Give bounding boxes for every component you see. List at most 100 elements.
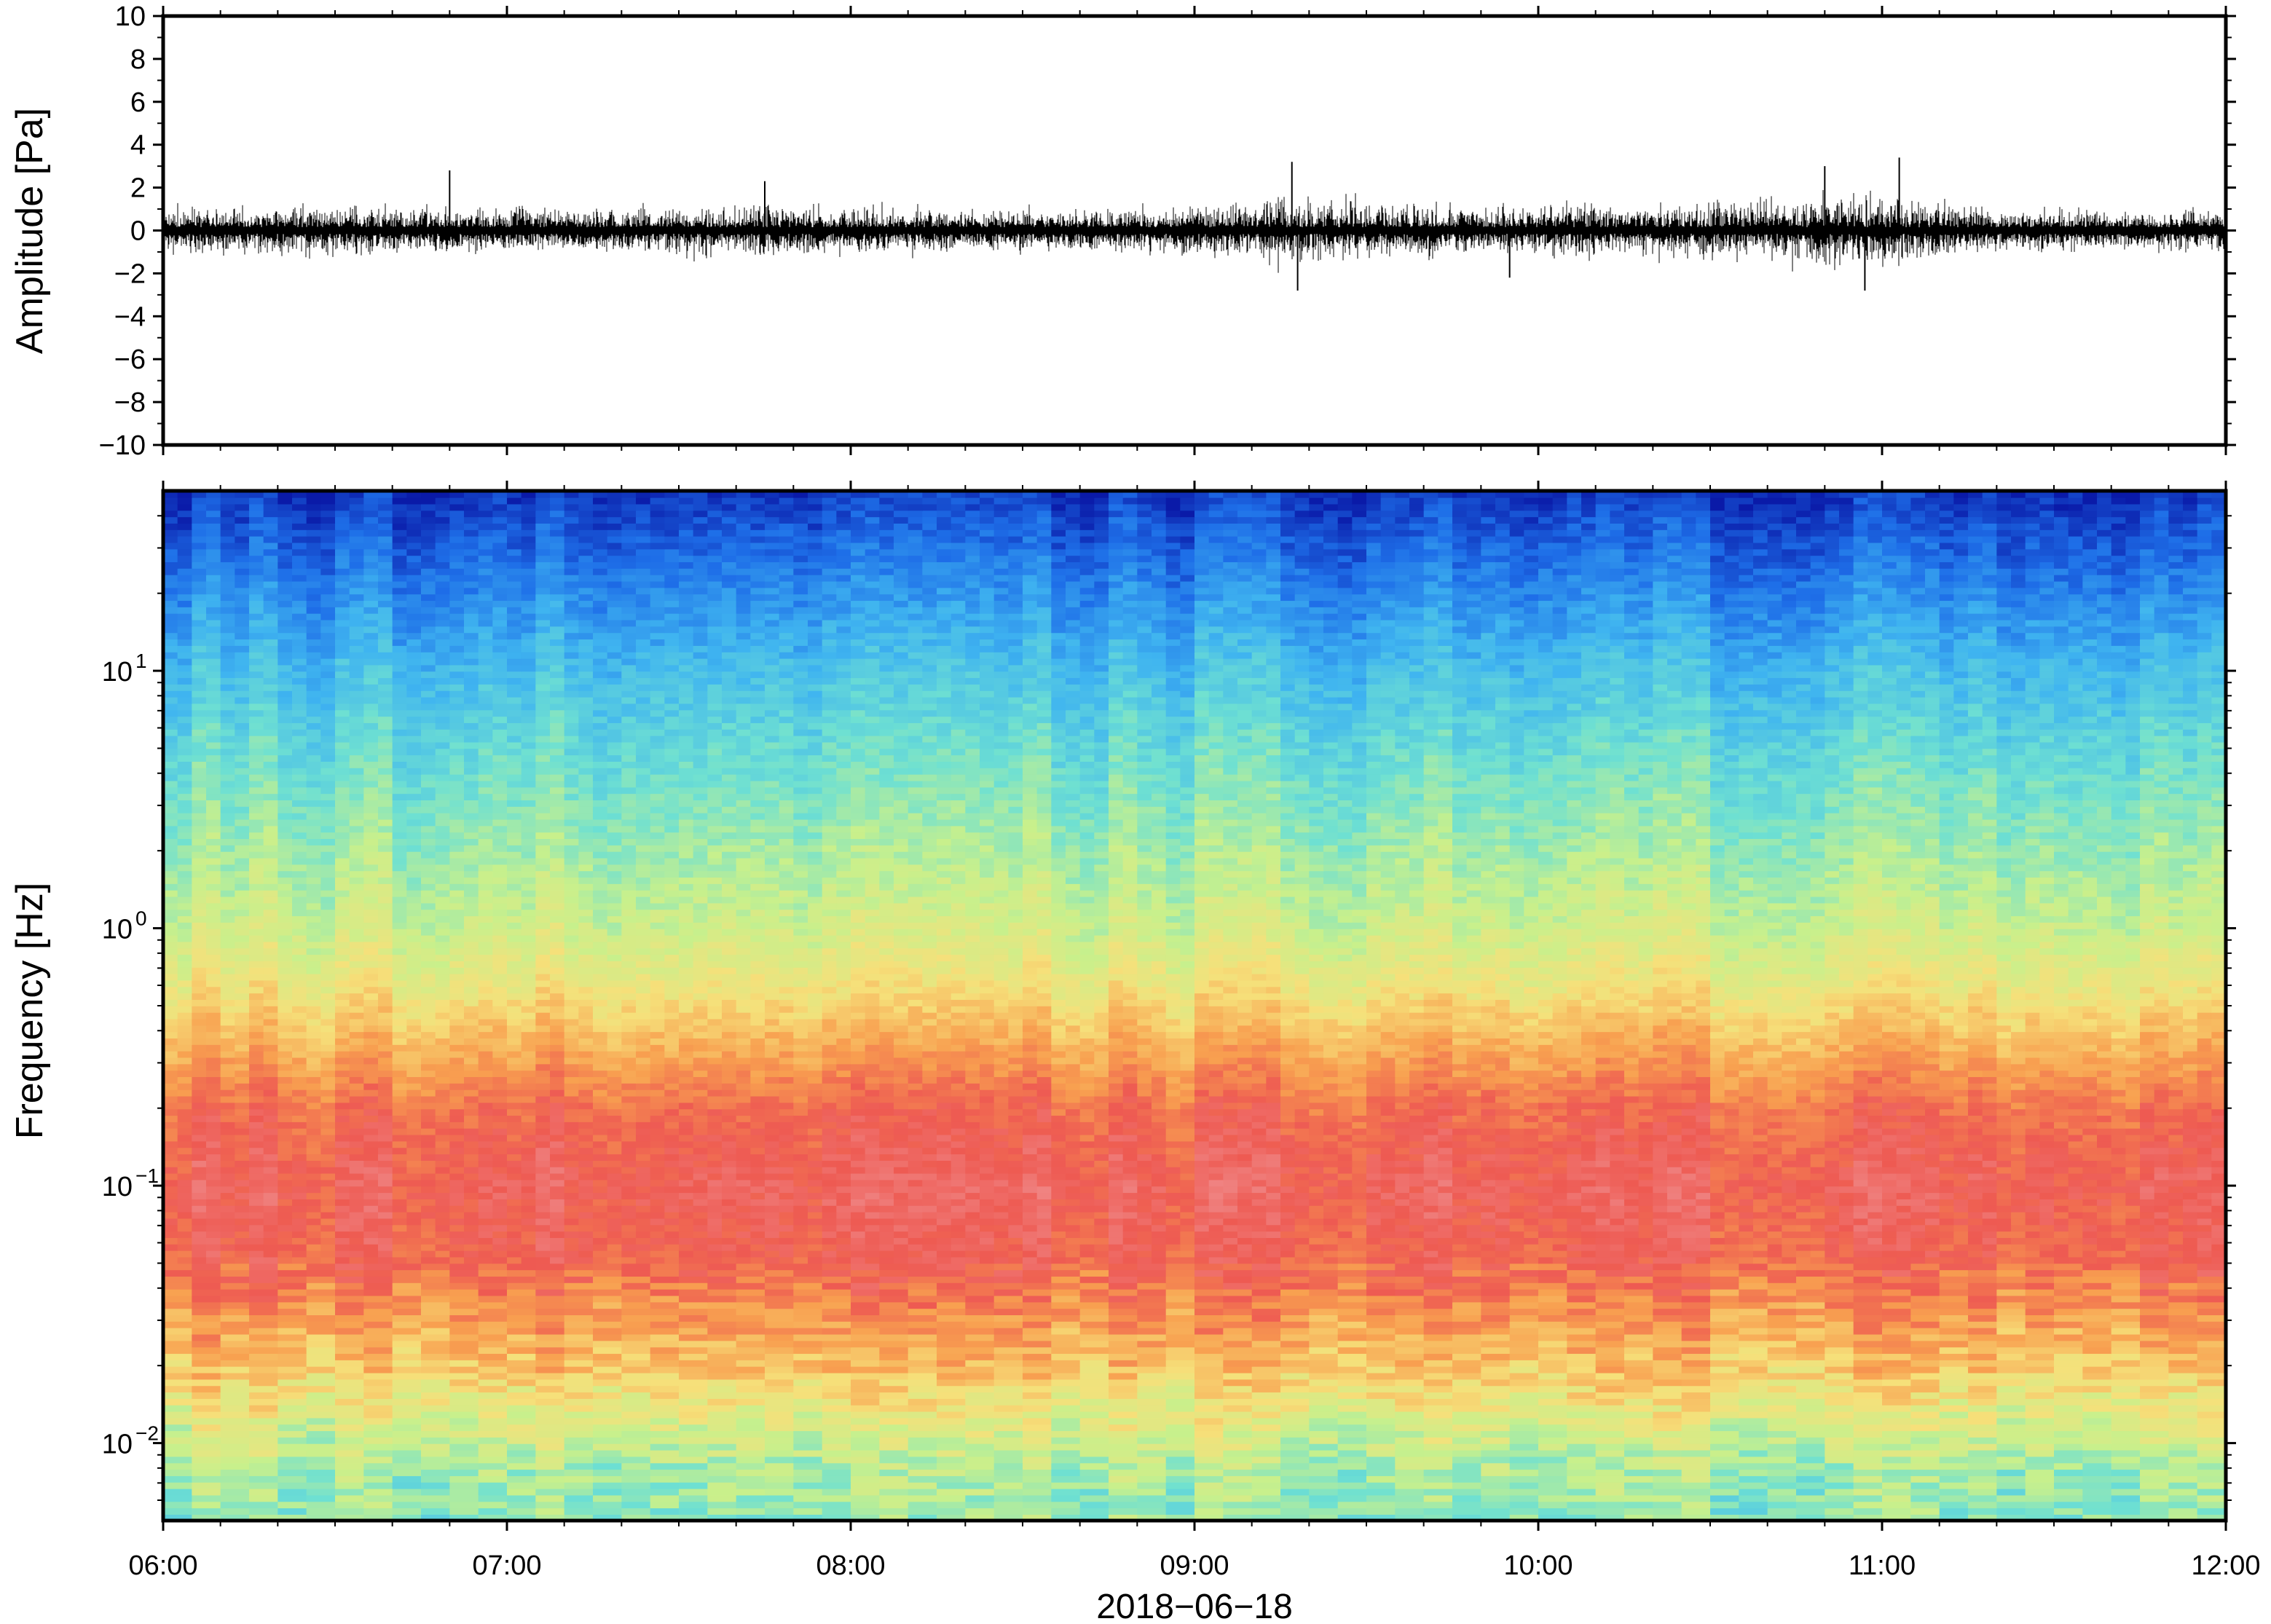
spectrogram-cell: [1681, 1231, 1697, 1238]
spectrogram-cell: [1796, 1365, 1826, 1373]
spectrogram-cell: [1481, 1295, 1511, 1303]
spectrogram-cell: [1481, 1398, 1511, 1406]
spectrogram-cell: [1882, 1501, 1912, 1509]
spectrogram-cell: [1910, 1276, 1940, 1283]
spectrogram-cell: [1165, 1360, 1195, 1367]
spectrogram-cell: [2025, 1327, 2055, 1335]
spectrogram-cell: [621, 1231, 637, 1238]
spectrogram-cell: [1538, 1243, 1554, 1251]
spectrogram-cell: [335, 1243, 350, 1251]
spectrogram-cell: [1165, 1263, 1195, 1271]
spectrogram-cell: [765, 1308, 795, 1315]
spectrogram-cell: [2197, 1347, 2226, 1355]
spectrogram-cell: [1495, 1192, 1511, 1199]
spectrogram-cell: [1825, 1475, 1854, 1483]
spectrogram-cell: [822, 1314, 851, 1322]
spectrogram-cell: [1337, 1385, 1367, 1393]
spectrogram-cell: [736, 1288, 765, 1296]
spectrogram-cell: [1567, 1494, 1597, 1502]
spectrogram-cell: [1739, 1462, 1768, 1470]
spectrogram-cell: [1653, 1456, 1682, 1464]
spectrogram-cell: [1122, 1211, 1138, 1219]
spectrogram-cell: [163, 1404, 193, 1412]
spectrogram-cell: [808, 1199, 823, 1206]
spectrogram-cell: [1796, 1360, 1826, 1367]
spectrogram-cell: [1337, 1347, 1367, 1355]
spectrogram-cell: [335, 1365, 365, 1373]
spectrogram-cell: [1309, 1462, 1339, 1470]
spectrogram-cell: [1395, 1192, 1410, 1199]
spectrogram-cell: [2197, 1218, 2213, 1226]
spectrogram-cell: [1853, 1404, 1883, 1412]
spectrogram-cell: [1438, 1250, 1453, 1258]
spectrogram-cell: [851, 1443, 881, 1451]
spectrogram-cell: [1280, 1172, 1296, 1180]
spectrogram-cell: [2054, 1250, 2069, 1258]
spectrogram-cell: [650, 1424, 680, 1432]
spectrogram-cell: [1767, 1437, 1797, 1444]
spectrogram-cell: [521, 1237, 537, 1245]
spectrogram-cell: [2082, 1365, 2112, 1373]
spectrogram-cell: [1337, 1192, 1353, 1199]
spectrogram-cell: [392, 1488, 422, 1496]
spectrogram-cell: [950, 1205, 967, 1213]
spectrogram-cell: [1567, 1250, 1582, 1258]
spectrogram-cell: [1595, 1263, 1625, 1271]
spectrogram-cell: [1653, 1488, 1682, 1496]
spectrogram-cell: [1309, 1179, 1324, 1187]
spectrogram-cell: [1696, 1211, 1711, 1219]
spectrogram-cell: [507, 1365, 537, 1373]
spectrogram-cell: [1266, 1243, 1281, 1251]
spectrogram-cell: [1882, 1424, 1912, 1432]
spectrogram-cell: [722, 1224, 737, 1232]
spectrogram-cell: [192, 1314, 221, 1322]
spectrogram-cell: [1996, 1288, 2026, 1296]
spectrogram-cell: [980, 1211, 995, 1219]
spectrogram-cell: [1825, 1276, 1854, 1283]
spectrogram-cell: [1280, 1385, 1310, 1393]
spectrogram-cell: [478, 1385, 508, 1393]
spectrogram-cell: [922, 1211, 937, 1219]
spectrogram-cell: [2154, 1231, 2170, 1238]
spectrogram-cell: [1509, 1301, 1539, 1309]
spectrogram-cell: [1137, 1333, 1167, 1341]
spectrogram-cell: [2197, 1205, 2213, 1213]
spectrogram-cell: [1939, 1411, 1969, 1419]
spectrogram-cell: [320, 1211, 336, 1219]
spectrogram-cell: [435, 1205, 451, 1213]
spectrogram-cell: [1753, 1256, 1768, 1264]
spectrogram-cell: [765, 1475, 795, 1483]
spectrogram-cell: [679, 1295, 709, 1303]
spectrogram-cell: [292, 1186, 307, 1194]
spectrogram-cell: [836, 1250, 851, 1258]
spectrogram-cell: [1739, 1481, 1768, 1489]
spectrogram-cell: [1509, 1398, 1539, 1406]
spectrogram-cell: [793, 1269, 823, 1277]
spectrogram-cell: [392, 1494, 422, 1502]
spectrogram-cell: [965, 1443, 995, 1451]
spectrogram-cell: [1423, 1321, 1453, 1328]
spectrogram-cell: [335, 1507, 365, 1515]
spectrogram-cell: [851, 1462, 881, 1470]
spectrogram-cell: [421, 1385, 451, 1393]
spectrogram-cell: [793, 1301, 823, 1309]
spectrogram-cell: [1309, 1231, 1324, 1238]
spectrogram-cell: [908, 1437, 937, 1444]
spectrogram-cell: [1538, 1327, 1568, 1335]
spectrogram-cell: [320, 1237, 336, 1245]
spectrogram-cell: [2140, 1205, 2155, 1213]
spectrogram-cell: [1882, 1301, 1912, 1309]
spectrogram-cell: [2197, 1411, 2226, 1419]
spectrogram-cell: [1567, 1295, 1597, 1303]
spectrogram-cell: [621, 1379, 651, 1387]
spectrogram-cell: [879, 1385, 909, 1393]
spectrogram-cell: [1395, 1314, 1425, 1322]
spectrogram-cell: [1839, 1199, 1854, 1206]
spectrogram-cell: [1595, 1379, 1625, 1387]
spectrogram-cell: [621, 1456, 651, 1464]
spectrogram-cell: [1094, 1218, 1109, 1226]
spectrogram-cell: [2168, 1494, 2198, 1502]
spectrogram-cell: [1581, 1192, 1597, 1199]
spectrogram-cell: [1066, 1205, 1081, 1213]
spectrogram-cell: [679, 1443, 709, 1451]
